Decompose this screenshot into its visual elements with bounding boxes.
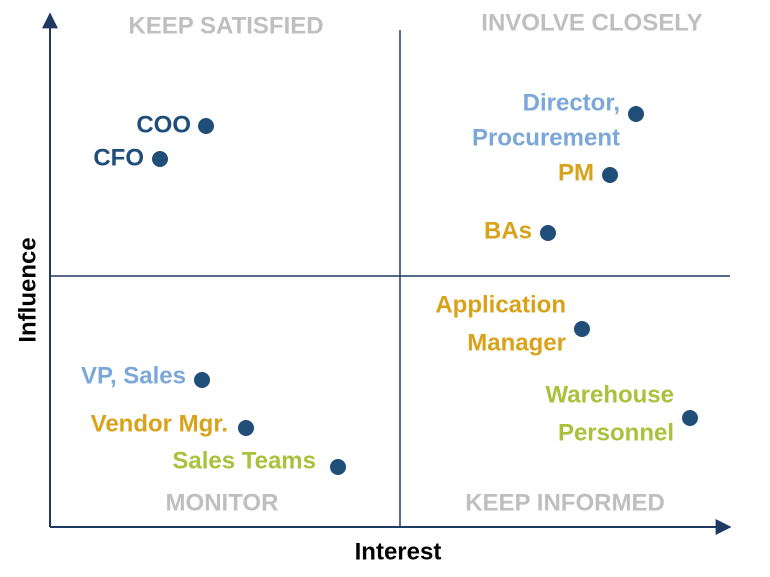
x-axis-title: Interest: [355, 538, 442, 565]
y-axis-title: Influence: [14, 237, 41, 342]
quadrant-label: INVOLVE CLOSELY: [481, 9, 702, 36]
stakeholder-label: Manager: [467, 329, 566, 356]
stakeholder-label: Application: [435, 291, 566, 318]
stakeholder-dot: [628, 106, 644, 122]
stakeholder-label: Sales Teams: [172, 447, 316, 474]
stakeholder-label: COO: [136, 111, 191, 138]
stakeholder-dot: [682, 410, 698, 426]
quadrant-label: MONITOR: [166, 489, 279, 516]
stakeholder-dot: [540, 225, 556, 241]
stakeholder-label: Personnel: [558, 419, 674, 446]
stakeholder-label: Warehouse: [546, 381, 674, 408]
stakeholder-label: CFO: [93, 144, 144, 171]
stakeholder-label: Director,: [523, 89, 620, 116]
stakeholder-label: Vendor Mgr.: [91, 410, 228, 437]
stakeholder-label: PM: [558, 159, 594, 186]
stakeholder-dot: [238, 420, 254, 436]
stakeholder-dot: [602, 167, 618, 183]
stakeholder-dot: [152, 151, 168, 167]
stakeholder-label: BAs: [484, 217, 532, 244]
stakeholder-dot: [574, 321, 590, 337]
stakeholder-dot: [198, 118, 214, 134]
stakeholder-dot: [194, 372, 210, 388]
stakeholder-label: Procurement: [472, 124, 620, 151]
quadrant-label: KEEP SATISFIED: [128, 12, 323, 39]
stakeholder-label: VP, Sales: [81, 362, 186, 389]
quadrant-label: KEEP INFORMED: [465, 489, 665, 516]
stakeholder-dot: [330, 459, 346, 475]
